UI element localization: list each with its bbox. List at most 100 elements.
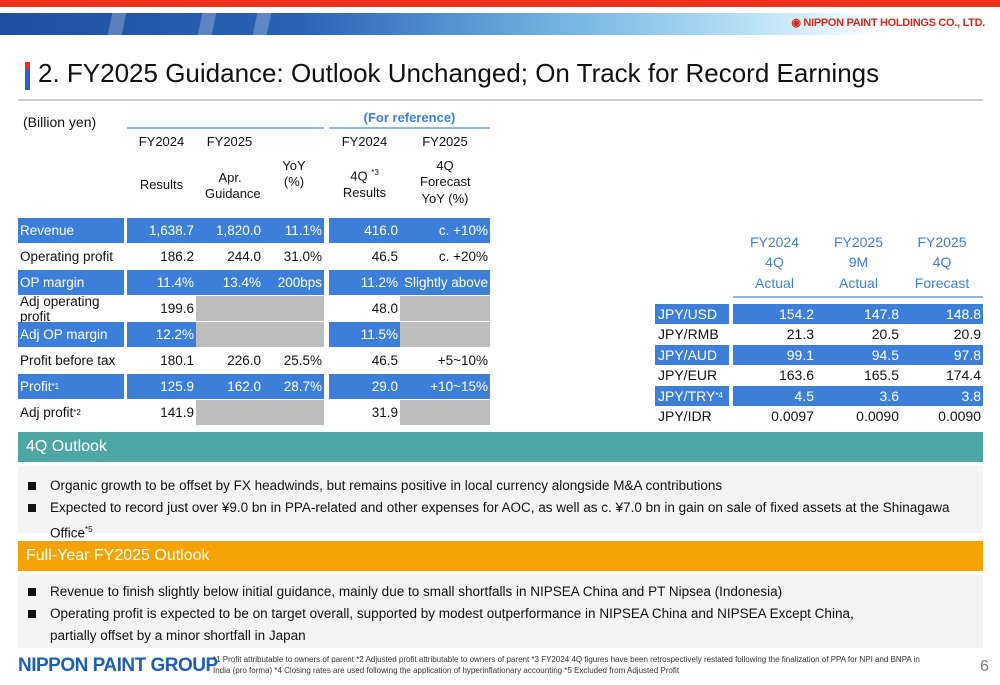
table-cell (400, 322, 490, 348)
bullet-item: Expected to record just over ¥9.0 bn in … (18, 497, 983, 545)
fx-label-text: JPY/EUR (658, 367, 718, 384)
table-cell: c. +10% (400, 218, 490, 244)
bullet-item: Organic growth to be offset by FX headwi… (18, 475, 983, 497)
fx-cell: 148.8 (901, 304, 983, 325)
table-cell: 1,820.0 (196, 218, 263, 244)
footnotes: *1 Profit attributable to owners of pare… (213, 655, 920, 675)
footnote-ref: *3 (371, 168, 379, 177)
fx-col-year: FY2025 (833, 234, 884, 250)
table-row: Profit *1 125.9 162.0 28.7% 29.0 +10~15% (18, 374, 490, 400)
col-sub-results: Results (342, 184, 387, 200)
table-cell: 186.2 (127, 244, 196, 270)
fx-cell: 99.1 (733, 345, 816, 366)
fx-row: JPY/RMB 21.3 20.5 20.9 (655, 325, 983, 345)
fx-cell: 20.5 (816, 325, 901, 345)
fx-label-text: JPY/AUD (658, 346, 718, 363)
col-sub: Results (139, 177, 184, 192)
fx-col-type: Actual (839, 274, 878, 291)
bullet-text: Expected to record just over ¥9.0 bn in … (50, 500, 950, 541)
title-accent (25, 62, 30, 90)
full-year-outlook-bullets: Revenue to finish slightly below initial… (18, 575, 983, 648)
header-band (0, 13, 1000, 35)
table-row: Profit before tax 180.1 226.0 25.5% 46.5 +5~1… (18, 348, 490, 374)
table-cell (196, 322, 263, 348)
col-sub: Apr. Guidance (205, 170, 261, 202)
col-sub: 4Q Forecast YoY (%) (420, 158, 471, 206)
col-year: FY2024 (341, 134, 388, 149)
col-sub: 4Q *3 Results (329, 168, 400, 201)
table-cell: 125.9 (127, 374, 196, 400)
row-label-text: Revenue (20, 223, 75, 238)
fx-col-type: Actual (755, 274, 794, 291)
fx-col-header: FY2024 4Q Actual (733, 232, 816, 293)
table-cell: 141.9 (127, 400, 196, 426)
row-label-text: Profit before tax (20, 353, 116, 368)
divider (18, 99, 983, 101)
table-cell (400, 296, 490, 322)
fx-label-text: JPY/RMB (658, 326, 719, 343)
fx-col-header: FY2025 4Q Forecast (901, 232, 983, 293)
row-label-text: Adj profit (20, 405, 74, 420)
company-logo: ◉ NIPPON PAINT HOLDINGS CO., LTD. (791, 16, 985, 29)
fx-label: JPY/TRY *4 (655, 386, 729, 407)
table-cell: +5~10% (400, 348, 490, 374)
table-cell: 1,638.7 (127, 218, 196, 244)
fx-row: JPY/EUR 163.6 165.5 174.4 (655, 366, 983, 386)
fx-col-type: Forecast (914, 274, 970, 291)
fx-label: JPY/IDR (655, 407, 729, 427)
4q-outlook-bullets: Organic growth to be offset by FX headwi… (18, 466, 983, 541)
fx-col-period: 9M (848, 254, 869, 271)
group-logo: NIPPON PAINT GROUP (18, 655, 218, 676)
top-red-bar (0, 0, 1000, 7)
col-sub-4q: 4Q (350, 168, 368, 184)
fx-cell: 165.5 (816, 366, 901, 386)
fx-cell: 20.9 (901, 325, 983, 345)
table-cell: 416.0 (329, 218, 400, 244)
table-cell: 46.5 (329, 244, 400, 270)
row-label: Adj OP margin (18, 322, 124, 348)
company-name: NIPPON PAINT HOLDINGS CO., LTD. (803, 17, 985, 29)
table-cell: 13.4% (196, 270, 263, 296)
table-row: Adj profit *2 141.9 31.9 (18, 400, 490, 426)
fx-cell: 0.0097 (733, 407, 816, 427)
fx-cell: 163.6 (733, 366, 816, 386)
table-cell: 12.2% (127, 322, 196, 348)
col-year: FY2025 (422, 134, 468, 149)
header-line (329, 127, 490, 129)
fx-cell: 97.8 (901, 345, 983, 366)
row-label: Revenue (18, 218, 124, 244)
table-cell: 11.4% (127, 270, 196, 296)
row-label: Adj profit *2 (18, 400, 124, 426)
table-cell: 200bps (263, 270, 324, 296)
col-year: FY2024 (138, 134, 185, 149)
fx-col-year: FY2025 (917, 234, 967, 250)
fx-row: JPY/TRY *4 4.5 3.6 3.8 (655, 386, 983, 407)
table-cell: 199.6 (127, 296, 196, 322)
fx-cell: 21.3 (733, 325, 816, 345)
fx-row: JPY/USD 154.2 147.8 148.8 (655, 304, 983, 325)
table-cell: c. +20% (400, 244, 490, 270)
bullet-item: Operating profit is expected to be on ta… (18, 603, 893, 647)
table-cell: +10~15% (400, 374, 490, 400)
row-label: Profit *1 (18, 374, 124, 400)
logo-mark-icon: ◉ (791, 17, 804, 29)
table-cell: 180.1 (127, 348, 196, 374)
table-cell: 244.0 (196, 244, 263, 270)
table-cell (400, 400, 490, 426)
fx-label: JPY/EUR (655, 366, 729, 386)
row-label-text: Adj operating profit (20, 293, 100, 324)
table-row: OP margin 11.4% 13.4% 200bps 11.2% Slightly a… (18, 270, 490, 296)
table-cell: 46.5 (329, 348, 400, 374)
table-cell: Slightly above (400, 270, 490, 296)
table-row: Revenue 1,638.7 1,820.0 11.1% 416.0 c. +10% (18, 218, 490, 244)
fx-col-period: 4Q (932, 254, 952, 271)
table-cell (196, 296, 263, 322)
table-cell: 48.0 (329, 296, 400, 322)
table-cell: 31.0% (263, 244, 324, 270)
footnote-ref: *1 (51, 382, 60, 391)
row-label-text: Profit (20, 379, 52, 394)
col-year: FY2025 (206, 134, 253, 149)
fx-label: JPY/USD (655, 304, 729, 325)
unit-label: (Billion yen) (23, 114, 97, 130)
fx-col-year: FY2024 (749, 234, 800, 250)
